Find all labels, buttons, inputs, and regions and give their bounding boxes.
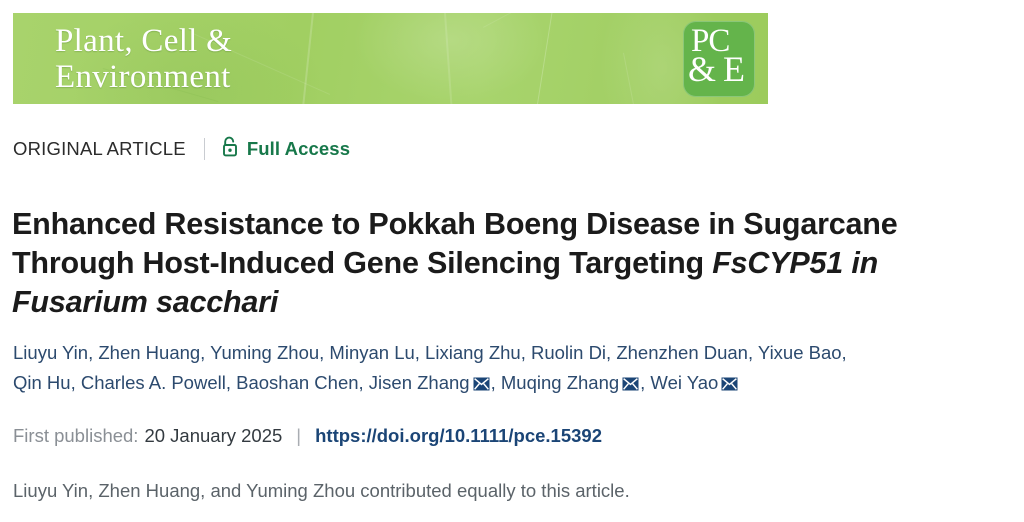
equal-contribution-note: Liuyu Yin, Zhen Huang, and Yuming Zhou c…	[13, 480, 630, 501]
pce-logo-ampersand: &	[688, 49, 717, 89]
full-access-badge[interactable]: Full Access	[221, 136, 350, 163]
leaf-vein-decoration	[443, 13, 454, 104]
author-names-part-1[interactable]: Qin Hu, Charles A. Powell, Baoshan Chen,…	[13, 372, 470, 393]
leaf-vein-decoration	[535, 13, 554, 104]
publication-info-row: First published: 20 January 2025 | https…	[13, 425, 602, 447]
author-names-part-3[interactable]: , Wei Yao	[640, 372, 719, 393]
full-access-label: Full Access	[246, 138, 351, 159]
leaf-vein-decoration	[483, 13, 581, 28]
author-line-2: Qin Hu, Charles A. Powell, Baoshan Chen,…	[13, 368, 1013, 400]
first-published-label: First published:	[13, 425, 139, 446]
envelope-icon[interactable]	[473, 370, 490, 400]
article-meta-row: ORIGINAL ARTICLE Full Access	[13, 136, 350, 162]
author-list: Liuyu Yin, Zhen Huang, Yuming Zhou, Miny…	[13, 338, 1013, 400]
meta-divider	[203, 138, 205, 160]
article-title-gene-italic: FsCYP51 in	[712, 246, 879, 281]
journal-title-line-2: Environment	[55, 59, 231, 95]
journal-banner[interactable]: Plant, Cell & Environment PC & E	[13, 13, 768, 104]
author-names-part-2[interactable]: , Muqing Zhang	[490, 372, 620, 393]
leaf-vein-decoration	[623, 52, 638, 104]
article-title-line-2-plain: Through Host-Induced Gene Silencing Targ…	[12, 246, 713, 281]
pce-logo-e-text: E	[723, 49, 745, 89]
publication-date: 20 January 2025	[144, 425, 283, 446]
page-title: Enhanced Resistance to Pokkah Boeng Dise…	[12, 205, 1017, 322]
doi-link[interactable]: https://doi.org/10.1111/pce.15392	[315, 425, 602, 446]
open-padlock-icon	[221, 136, 239, 163]
pce-logo[interactable]: PC & E	[683, 21, 755, 97]
envelope-icon[interactable]	[721, 370, 738, 400]
journal-title-line-1: Plant, Cell &	[55, 23, 233, 59]
publication-separator: |	[296, 425, 302, 446]
article-title-species-italic: Fusarium sacchari	[12, 285, 279, 320]
author-line-1[interactable]: Liuyu Yin, Zhen Huang, Yuming Zhou, Miny…	[13, 342, 847, 363]
article-title-line-1: Enhanced Resistance to Pokkah Boeng Dise…	[12, 207, 898, 242]
article-type-label: ORIGINAL ARTICLE	[13, 138, 186, 159]
pce-logo-pc-text: PC	[691, 23, 730, 59]
leaf-vein-decoration	[300, 13, 315, 104]
envelope-icon[interactable]	[622, 370, 639, 400]
journal-title: Plant, Cell & Environment	[55, 23, 232, 95]
